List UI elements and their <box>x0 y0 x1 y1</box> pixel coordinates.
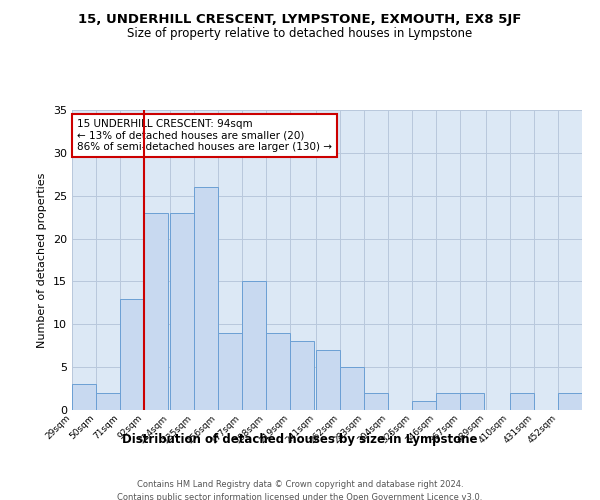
Text: Contains HM Land Registry data © Crown copyright and database right 2024.: Contains HM Land Registry data © Crown c… <box>137 480 463 489</box>
Text: 15, UNDERHILL CRESCENT, LYMPSTONE, EXMOUTH, EX8 5JF: 15, UNDERHILL CRESCENT, LYMPSTONE, EXMOU… <box>79 12 521 26</box>
Bar <box>316 350 340 410</box>
Bar <box>509 393 534 410</box>
Bar <box>364 393 388 410</box>
Bar <box>120 298 145 410</box>
Bar <box>218 333 242 410</box>
Bar <box>145 213 169 410</box>
Bar <box>96 393 120 410</box>
Bar <box>436 393 460 410</box>
Text: Distribution of detached houses by size in Lympstone: Distribution of detached houses by size … <box>122 432 478 446</box>
Text: Size of property relative to detached houses in Lympstone: Size of property relative to detached ho… <box>127 28 473 40</box>
Bar <box>558 393 582 410</box>
Bar <box>460 393 484 410</box>
Bar <box>340 367 364 410</box>
Bar <box>266 333 290 410</box>
Bar <box>290 342 314 410</box>
Bar <box>72 384 96 410</box>
Text: Contains public sector information licensed under the Open Government Licence v3: Contains public sector information licen… <box>118 492 482 500</box>
Text: 15 UNDERHILL CRESCENT: 94sqm
← 13% of detached houses are smaller (20)
86% of se: 15 UNDERHILL CRESCENT: 94sqm ← 13% of de… <box>77 119 332 152</box>
Bar <box>170 213 194 410</box>
Bar <box>242 282 266 410</box>
Bar <box>412 402 436 410</box>
Y-axis label: Number of detached properties: Number of detached properties <box>37 172 47 348</box>
Bar <box>194 187 218 410</box>
